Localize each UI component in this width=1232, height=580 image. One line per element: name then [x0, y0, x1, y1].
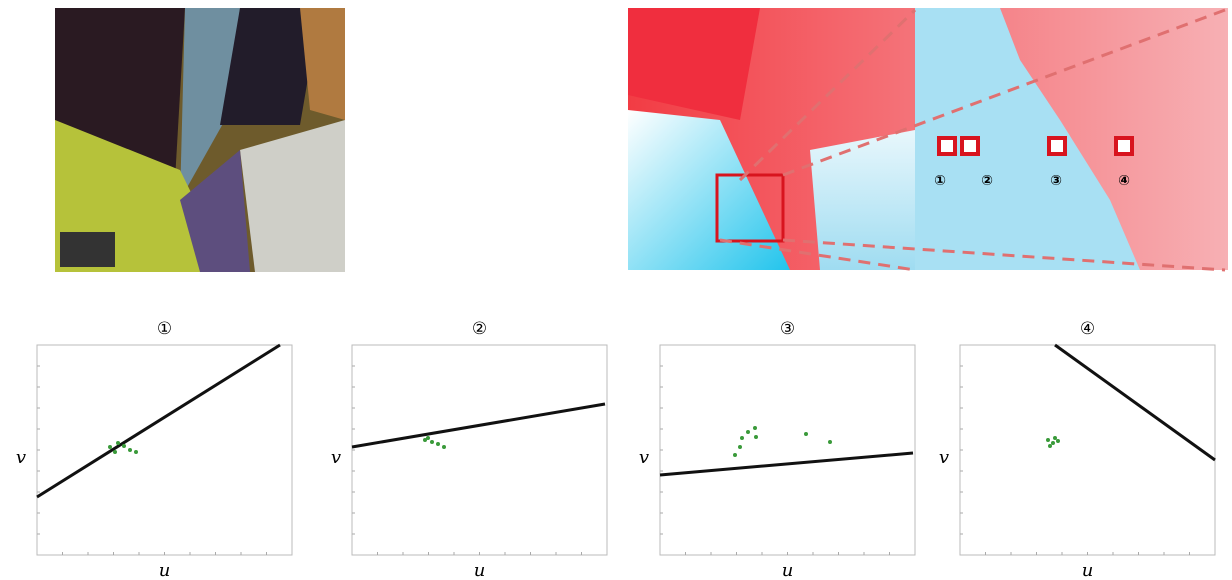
plot-panel: ④ u v — [939, 319, 1216, 580]
plot-panel: ① u v — [16, 319, 293, 580]
x-axis-label: u — [1082, 560, 1094, 580]
fit-line — [36, 343, 281, 499]
sample-point — [426, 436, 430, 440]
sample-point — [754, 435, 758, 439]
sample-point — [746, 430, 750, 434]
y-axis-label: v — [16, 447, 26, 468]
fit-line — [1054, 343, 1216, 462]
plot-frame — [659, 344, 916, 556]
flow-marker-label: ① — [934, 173, 946, 189]
panel-title: ② — [472, 319, 487, 339]
sample-point — [1048, 444, 1052, 448]
sample-point — [128, 448, 132, 452]
plot-frame — [959, 344, 1216, 556]
plot-frame — [36, 344, 293, 556]
sample-point — [738, 445, 742, 449]
y-axis-label: v — [939, 447, 949, 468]
sample-point — [442, 445, 446, 449]
sample-point — [108, 445, 112, 449]
y-axis-label: v — [331, 447, 341, 468]
fit-line — [351, 402, 606, 449]
sample-point — [436, 442, 440, 446]
sample-point — [1053, 436, 1057, 440]
sample-point — [1051, 441, 1055, 445]
flow-marker-label: ④ — [1118, 173, 1130, 189]
flow-marker-label: ② — [981, 173, 993, 189]
panel-title: ① — [157, 319, 172, 339]
sample-point — [423, 438, 427, 442]
x-axis-label: u — [474, 560, 486, 580]
x-axis-label: u — [159, 560, 171, 580]
panel-title: ④ — [1080, 319, 1095, 339]
plot-panel: ② u v — [331, 319, 608, 580]
fit-line — [659, 451, 914, 477]
flow-marker-label: ③ — [1050, 173, 1062, 189]
plot-panel: ③ u v — [639, 319, 916, 580]
x-axis-label: u — [782, 560, 794, 580]
input-photo — [55, 8, 345, 272]
sample-point — [134, 450, 138, 454]
plot-frame — [351, 344, 608, 556]
sample-point — [116, 441, 120, 445]
flow-field — [628, 8, 1228, 272]
sample-point — [430, 440, 434, 444]
sample-point — [1046, 438, 1050, 442]
y-axis-label: v — [639, 447, 649, 468]
sample-point — [122, 444, 126, 448]
sample-point — [733, 453, 737, 457]
sample-point — [113, 450, 117, 454]
sample-point — [1056, 439, 1060, 443]
panel-title: ③ — [780, 319, 795, 339]
sample-point — [828, 440, 832, 444]
sample-point — [740, 436, 744, 440]
sample-point — [753, 426, 757, 430]
sample-point — [804, 432, 808, 436]
